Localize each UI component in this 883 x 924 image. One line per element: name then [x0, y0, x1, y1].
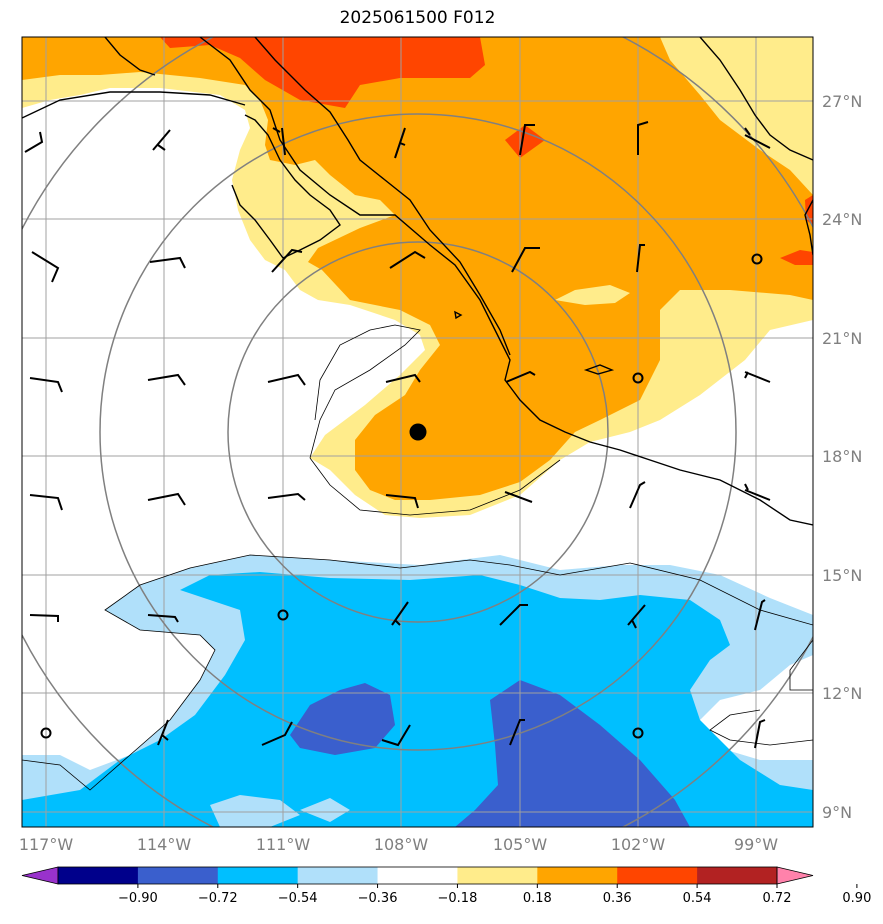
colorbar-outline — [57, 866, 778, 885]
colorbar-segment — [457, 867, 538, 884]
anomaly-pos-036-region — [22, 37, 813, 500]
colorbar-segment — [377, 867, 458, 884]
colorbar-tick-label: −0.18 — [438, 891, 478, 906]
anomaly-pos-054-patch-b — [780, 250, 813, 265]
anomaly-neg-018-patch-bottom-b — [300, 798, 350, 822]
lat-label-18n: 18°N — [822, 447, 862, 466]
wind-barbs — [24, 121, 771, 749]
colorbar-tick-label: 0.90 — [842, 891, 871, 906]
range-rings — [22, 37, 813, 827]
map-title: 2025061500 F012 — [339, 8, 496, 28]
colorbar-segment — [697, 867, 778, 884]
colorbar-segment — [58, 867, 139, 884]
colorbar-tick-label: 0.18 — [523, 891, 552, 906]
lon-label-117w: 117°W — [19, 835, 74, 854]
lat-label-24n: 24°N — [822, 210, 862, 229]
colorbar-extend-high — [776, 866, 814, 885]
colorbar-extend-low — [21, 866, 59, 885]
colorbar-segment — [217, 867, 299, 884]
colorbar-tick-label: 0.54 — [683, 891, 712, 906]
colorbar-segment — [617, 867, 698, 884]
lon-label-99w: 99°W — [734, 835, 778, 854]
lat-label-15n: 15°N — [822, 566, 862, 585]
colorbar-segment — [297, 867, 379, 884]
anomaly-neg-054-region-west — [290, 683, 395, 755]
anomaly-neg-018-patch-bottom — [210, 795, 300, 827]
colorbar-tick-label: −0.90 — [118, 891, 158, 906]
longitude-labels: 117°W 114°W 111°W 108°W 105°W 102°W 99°W — [19, 835, 778, 854]
lat-label-27n: 27°N — [822, 92, 862, 111]
anomaly-neg-036-patch — [35, 798, 55, 820]
colorbar-tick-label: 0.72 — [763, 891, 792, 906]
storm-center-marker — [409, 423, 427, 441]
anomaly-neg-054-region-east — [455, 680, 690, 827]
anomaly-pos-018-patch — [555, 285, 630, 305]
colorbar: −0.90 −0.72 −0.54 −0.36 −0.18 0.18 0.36 0.54 0.7… — [21, 866, 871, 906]
lat-label-9n: 9°N — [822, 803, 852, 822]
latitude-labels: 27°N 24°N 21°N 18°N 15°N 12°N 9°N — [822, 92, 862, 822]
map-plot-area — [22, 37, 813, 827]
lon-label-105w: 105°W — [493, 835, 548, 854]
graticule — [22, 37, 813, 827]
colorbar-tick-label: 0.36 — [603, 891, 632, 906]
lon-label-108w: 108°W — [374, 835, 429, 854]
colorbar-segment — [137, 867, 219, 884]
lon-label-111w: 111°W — [256, 835, 311, 854]
colorbar-tick-label: −0.72 — [198, 891, 238, 906]
lon-label-102w: 102°W — [611, 835, 666, 854]
lat-label-21n: 21°N — [822, 329, 862, 348]
anomaly-pos-054-region-north — [160, 37, 485, 108]
colorbar-tick-label: −0.54 — [278, 891, 318, 906]
anomaly-pos-054-patch-a — [505, 125, 545, 158]
borders-thin — [22, 324, 813, 791]
colorbar-tick-label: −0.36 — [358, 891, 398, 906]
calm-wind-circles — [40, 253, 763, 739]
map-frame — [21, 36, 814, 828]
colorbar-segment — [537, 867, 618, 884]
lon-label-114w: 114°W — [137, 835, 192, 854]
lat-label-12n: 12°N — [822, 684, 862, 703]
